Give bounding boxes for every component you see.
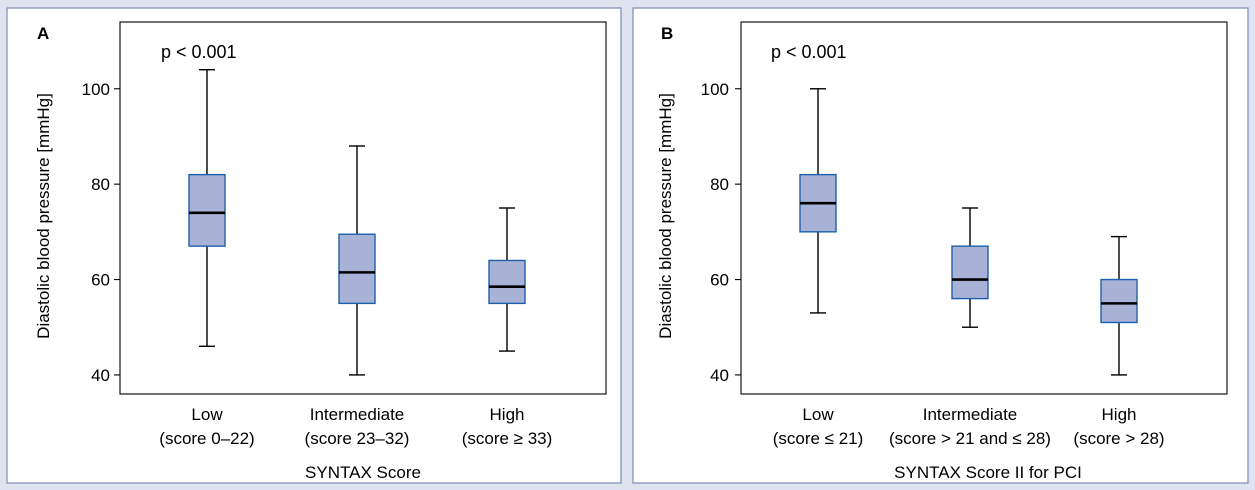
panel-a-category-labels: Low (score 0–22) Intermediate (score 23–32)… <box>159 405 552 448</box>
panel-b-x-axis-title: SYNTAX Score II for PCI <box>894 463 1082 482</box>
iqr-box <box>338 233 376 305</box>
iqr-box <box>188 173 226 247</box>
panel-b-y-tick-label: 40 <box>710 366 729 385</box>
panel-b-y-ticks: 40 60 80 100 <box>701 80 741 385</box>
panel-b-y-tick-label: 80 <box>710 175 729 194</box>
panel-b-boxes <box>799 88 1138 376</box>
panel-b-category-low-range: (score ≤ 21) <box>773 429 864 448</box>
panel-b-category-intermediate-range: (score > 21 and ≤ 28) <box>889 429 1051 448</box>
panel-a-category-low-range: (score 0–22) <box>159 429 254 448</box>
panel-b-letter: B <box>661 24 673 43</box>
panel-a-category-intermediate-label: Intermediate <box>310 405 405 424</box>
panel-b-category-low-label: Low <box>802 405 834 424</box>
panel-a-box-intermediate <box>338 145 376 376</box>
panel-b: B p < 0.001 Diastolic blood pressure [mm… <box>632 7 1249 484</box>
panel-b-y-tick-label: 100 <box>701 80 729 99</box>
panel-a-y-tick-label: 40 <box>91 366 110 385</box>
panel-a-y-ticks: 40 60 80 100 <box>82 80 120 385</box>
panel-a-category-low-label: Low <box>191 405 223 424</box>
panel-a: A p < 0.001 Diastolic blood pressure [mm… <box>6 7 622 484</box>
panel-a-y-tick-label: 80 <box>91 175 110 194</box>
iqr-box <box>488 259 526 305</box>
panel-b-y-tick-label: 60 <box>710 271 729 290</box>
panel-b-category-intermediate-label: Intermediate <box>923 405 1018 424</box>
panel-b-category-high-range: (score > 28) <box>1073 429 1164 448</box>
panel-a-box-high <box>488 207 526 352</box>
panel-a-p-value: p < 0.001 <box>161 42 237 62</box>
iqr-box <box>1100 278 1138 324</box>
panel-a-y-tick-label: 60 <box>91 271 110 290</box>
panel-a-x-axis-title: SYNTAX Score <box>305 463 421 482</box>
panel-a-y-axis-label: Diastolic blood pressure [mmHg] <box>34 93 53 339</box>
panel-b-box-high <box>1100 235 1138 376</box>
panel-a-boxes <box>188 68 526 376</box>
panel-a-category-intermediate-range: (score 23–32) <box>305 429 410 448</box>
panel-b-y-axis-label: Diastolic blood pressure [mmHg] <box>656 93 675 339</box>
panel-a-box-low <box>188 68 226 348</box>
panel-b-box-intermediate <box>951 207 989 328</box>
panel-a-y-tick-label: 100 <box>82 80 110 99</box>
panel-a-letter: A <box>37 24 49 43</box>
panel-b-category-labels: Low (score ≤ 21) Intermediate (score > 21 a… <box>773 405 1165 448</box>
panel-a-category-high-range: (score ≥ 33) <box>462 429 553 448</box>
panel-a-category-high-label: High <box>490 405 525 424</box>
iqr-box <box>951 245 989 300</box>
panel-b-category-high-label: High <box>1102 405 1137 424</box>
panel-b-p-value: p < 0.001 <box>771 42 847 62</box>
panel-b-box-low <box>799 88 837 314</box>
